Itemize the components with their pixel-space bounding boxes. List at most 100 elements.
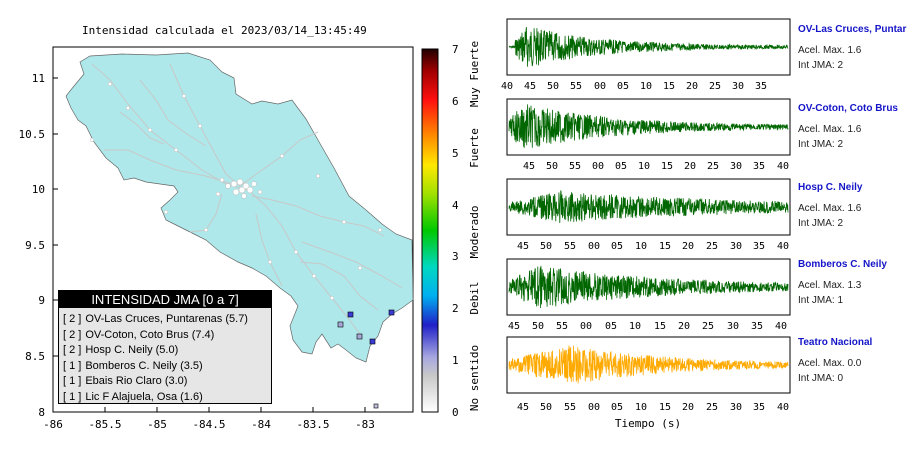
trace-panel: 40 45 50 55 00 05 10 15 20 25 30 35 <box>501 18 791 92</box>
colorbar-tick: 1 <box>452 354 459 367</box>
trace-tick: 35 <box>755 81 767 92</box>
legend-level: [ 2 ] <box>63 313 82 325</box>
trace-tick: 40 <box>777 161 789 172</box>
legend-text: Ebais Rio Claro (3.0) <box>85 375 188 388</box>
trace-station-name: OV-Las Cruces, Puntar <box>798 24 907 35</box>
trace-tick: 15 <box>654 321 666 332</box>
map-title-datetime: 2023/03/14_13:45:49 <box>240 24 367 37</box>
trace-tick: 45 <box>523 161 535 172</box>
trace-tick: 00 <box>592 161 604 172</box>
trace-accel: Acel. Max. 0.0 <box>798 358 862 369</box>
colorbar-tick: 2 <box>452 302 459 315</box>
colorbar-tick: 3 <box>452 250 459 263</box>
legend-row: [ 2 ] OV-Las Cruces, Puntarenas (5.7) <box>59 312 271 328</box>
trace-jma: Int JMA: 2 <box>798 139 844 150</box>
colorbar-label: Fuerte <box>468 128 481 168</box>
trace-waveform <box>508 104 789 148</box>
trace-tick: 05 <box>617 81 629 92</box>
legend-row: [ 1 ] Bomberos C. Neily (3.5) <box>59 359 271 375</box>
trace-accel: Acel. Max. 1.6 <box>798 45 862 56</box>
trace-tick: 35 <box>753 402 765 413</box>
trace-tick: 50 <box>540 241 552 252</box>
colorbar-tick: 5 <box>452 147 459 160</box>
trace-tick: 25 <box>709 81 721 92</box>
trace-tick: 35 <box>753 161 765 172</box>
colorbar-label: Moderado <box>468 206 481 259</box>
trace-jma: Int JMA: 1 <box>798 295 844 306</box>
legend-text: OV-Coton, Coto Brus (7.4) <box>85 328 215 341</box>
trace-station-name: OV-Coton, Coto Brus <box>798 103 898 114</box>
map-ticks <box>52 77 366 413</box>
trace-tick: 00 <box>580 321 592 332</box>
legend-level: [ 1 ] <box>63 375 82 388</box>
trace-panel: 45 50 55 00 05 10 15 20 25 30 35 40 <box>506 98 791 172</box>
trace-tick: 25 <box>702 321 714 332</box>
trace-tick: 40 <box>777 241 789 252</box>
trace-tick: 00 <box>588 402 600 413</box>
legend-level: [ 2 ] <box>63 328 82 341</box>
map-y-tick: 11 <box>32 72 45 85</box>
trace-waveform <box>508 27 789 67</box>
legend-level: [ 1 ] <box>63 390 82 403</box>
colorbar-scale <box>421 48 439 413</box>
trace-tick: 40 <box>501 81 513 92</box>
trace-tick: 45 <box>517 402 529 413</box>
acceleration-traces: 40 45 50 55 00 05 10 15 20 25 30 35 45 5… <box>501 18 791 430</box>
map-x-tick: -83 <box>355 418 375 431</box>
trace-tick: 35 <box>751 321 763 332</box>
legend-row: [ 2 ] Hosp C. Neily (5.0) <box>59 343 271 359</box>
trace-info-1: OV-Coton, Coto Brus Acel. Max. 1.6 Int J… <box>798 103 898 150</box>
trace-tick: 15 <box>659 402 671 413</box>
map-x-tick: -84 <box>251 418 271 431</box>
trace-tick: 15 <box>661 161 673 172</box>
trace-panel: 45 50 55 00 05 10 15 20 25 30 35 40 <box>506 336 791 413</box>
trace-station-name: Teatro Nacional <box>798 337 873 348</box>
map-x-tick: -86 <box>43 418 63 431</box>
legend-text: Lic F Alajuela, Osa (1.6) <box>85 390 203 403</box>
trace-tick: 25 <box>706 241 718 252</box>
trace-tick: 10 <box>635 241 647 252</box>
trace-tick: 50 <box>547 81 559 92</box>
trace-tick: 25 <box>707 161 719 172</box>
trace-tick: 10 <box>640 81 652 92</box>
trace-tick: 30 <box>730 161 742 172</box>
colorbar-labels: No sentido Debil Moderado Fuerte Muy Fue… <box>468 41 481 411</box>
trace-tick: 40 <box>775 321 787 332</box>
map-x-tick: -83.5 <box>296 418 329 431</box>
trace-tick: 25 <box>706 402 718 413</box>
map-x-tick-labels: -86 -85.5 -85 -84.5 -84 -83.5 -83 <box>43 418 375 431</box>
land-costa-rica <box>65 52 414 363</box>
colorbar-tick: 4 <box>452 199 459 212</box>
legend-title: INTENSIDAD JMA [0 a 7] <box>59 291 271 308</box>
trace-tick: 40 <box>777 402 789 413</box>
trace-tick: 05 <box>615 161 627 172</box>
station-marker-hosp-neily <box>369 338 376 345</box>
legend-level: [ 1 ] <box>63 359 82 372</box>
trace-tick: 45 <box>524 81 536 92</box>
trace-station-name: Bomberos C. Neily <box>798 259 887 270</box>
trace-accel: Acel. Max. 1.3 <box>798 280 862 291</box>
trace-info-3: Bomberos C. Neily Acel. Max. 1.3 Int JMA… <box>798 259 887 306</box>
intensity-colorbar: 0 1 2 3 4 5 6 7 No sentido Debil Moderad… <box>421 41 481 419</box>
trace-time-ticks: 45 50 55 00 05 10 15 20 25 30 35 40 <box>508 321 787 332</box>
map-title: Intensidad calculada el 2023/03/14_13:45… <box>82 24 367 37</box>
trace-waveform <box>508 189 789 224</box>
map-y-tick: 8.5 <box>25 350 45 363</box>
trace-time-ticks: 45 50 55 00 05 10 15 20 25 30 35 40 <box>517 402 789 413</box>
trace-jma: Int JMA: 2 <box>798 60 844 71</box>
trace-station-name: Hosp C. Neily <box>798 182 863 193</box>
trace-jma: Int JMA: 0 <box>798 373 844 384</box>
map-title-prefix: Intensidad calculada el <box>82 24 235 37</box>
trace-time-ticks: 45 50 55 00 05 10 15 20 25 30 35 40 <box>523 161 789 172</box>
trace-tick: 15 <box>663 81 675 92</box>
colorbar-tick: 7 <box>452 43 459 56</box>
map-x-tick: -85.5 <box>88 418 121 431</box>
trace-tick: 50 <box>540 402 552 413</box>
trace-accel: Acel. Max. 1.6 <box>798 124 862 135</box>
trace-tick: 20 <box>684 161 696 172</box>
trace-tick: 45 <box>508 321 520 332</box>
map-x-tick: -84.5 <box>192 418 225 431</box>
trace-panel: 45 50 55 00 05 10 15 20 25 30 35 40 <box>506 258 791 332</box>
colorbar-tick: 0 <box>452 406 459 419</box>
